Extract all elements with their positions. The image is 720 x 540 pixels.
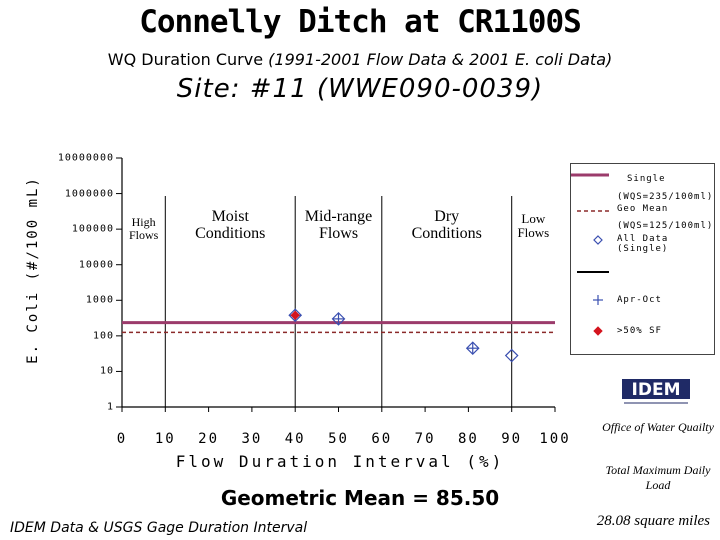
area-note: 28.08 square miles [596, 513, 710, 529]
y-tick-label: 10000 [78, 259, 114, 271]
legend-all-data: All Data (Single) [617, 234, 669, 255]
subtitle-italic: (1991-2001 Flow Data & 2001 E. coli Data… [268, 50, 613, 69]
x-tick-label: 50 [328, 431, 349, 447]
legend-geo-label: Geo Mean [617, 204, 669, 214]
x-tick-label: 100 [539, 431, 571, 447]
x-tick-label: 30 [241, 431, 263, 447]
legend-sf: >50% SF [617, 326, 662, 336]
x-tick-label: 40 [284, 431, 306, 447]
y-tick-label: 10 [99, 365, 114, 377]
legend-single-sub: (WQS=235/100ml) [617, 192, 714, 202]
x-tick-label: 10 [154, 431, 176, 447]
x-tick-label: 90 [501, 431, 523, 447]
y-tick-label: 1 [106, 401, 114, 413]
y-tick-label: 100 [92, 330, 114, 342]
tmdl-note: Total Maximum Daily Load [605, 463, 711, 492]
zone-label: Low Flows [517, 211, 550, 240]
zone-label: Mid-range Flows [304, 208, 373, 242]
x-axis-title: Flow Duration Interval (%) [175, 452, 505, 471]
y-tick-label: 1000000 [64, 188, 114, 200]
legend: Single (WQS=235/100ml) Geo Mean (WQS=125… [570, 163, 715, 355]
x-tick-label: 60 [371, 431, 393, 447]
legend-apr-oct: Apr-Oct [617, 295, 662, 305]
office-note: Office of Water Quailty [602, 420, 714, 434]
x-tick-label: 80 [457, 431, 479, 447]
zone-label: High Flows [128, 215, 159, 242]
y-tick-label: 100000 [71, 223, 114, 235]
data-source: IDEM Data & USGS Gage Duration Interval [10, 520, 308, 536]
chart-subtitle: WQ Duration Curve (1991-2001 Flow Data &… [0, 50, 720, 69]
sf-point [290, 310, 300, 320]
x-tick-label: 0 [116, 431, 128, 447]
x-tick-label: 70 [414, 431, 436, 447]
logo-band [622, 379, 690, 399]
y-tick-label: 10000000 [57, 152, 114, 164]
y-tick-label: 1000 [85, 294, 114, 306]
site-label: Site: #11 (WWE090-0039) [176, 74, 544, 104]
geometric-mean: Geometric Mean = 85.50 [220, 486, 500, 510]
all-data-point [504, 348, 519, 363]
subtitle-prefix: WQ Duration Curve [107, 50, 264, 69]
legend-geo-sub: (WQS=125/100ml) [617, 221, 714, 231]
zone-label: Moist Conditions [195, 208, 266, 242]
x-tick-label: 20 [198, 431, 220, 447]
legend-symbols [571, 173, 609, 336]
logo-text: IDEM [632, 380, 681, 400]
legend-diamond-filled-marker [593, 326, 603, 336]
chart-title: Connelly Ditch at CR1100S [139, 4, 582, 40]
idem-logo: IDEM [620, 377, 692, 407]
legend-single-label: Single [627, 174, 666, 184]
zone-label: Dry Conditions [411, 208, 482, 242]
legend-diamond-open-marker [593, 235, 603, 245]
